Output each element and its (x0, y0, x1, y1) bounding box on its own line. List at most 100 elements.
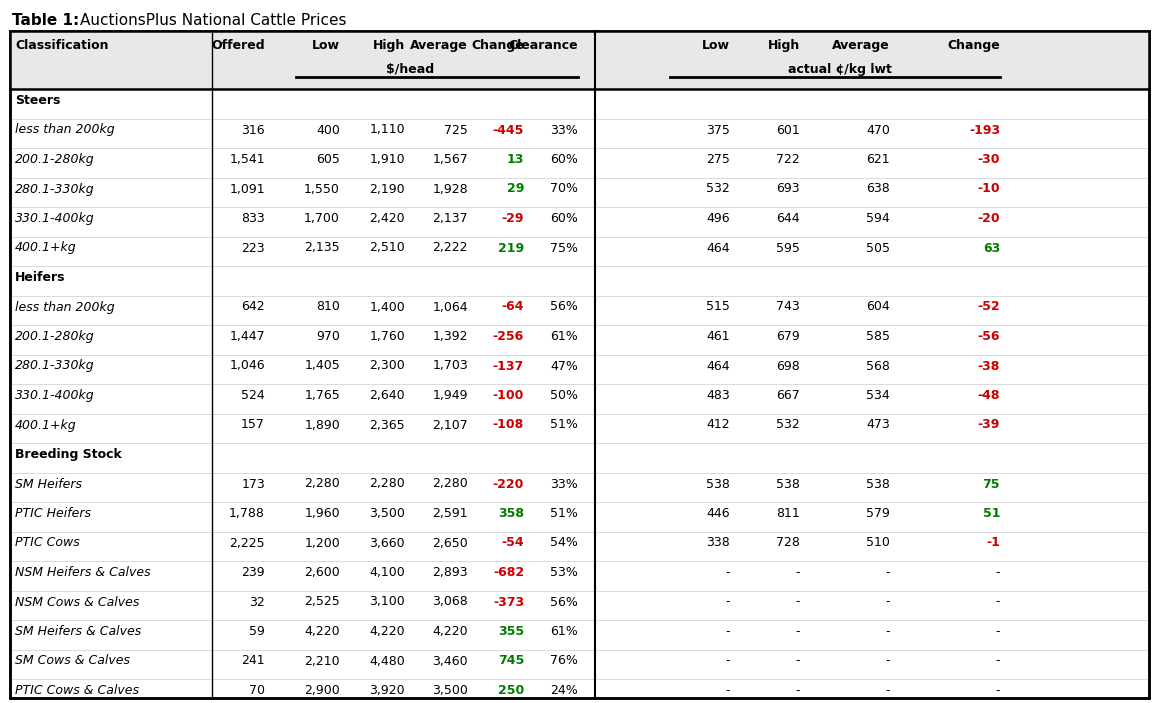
Text: 280.1-330kg: 280.1-330kg (15, 359, 95, 373)
Text: -: - (885, 625, 890, 638)
Text: 1,064: 1,064 (432, 300, 468, 314)
Text: actual ¢/kg lwt: actual ¢/kg lwt (788, 63, 892, 76)
Text: AuctionsPlus: AuctionsPlus (64, 591, 236, 615)
Text: 1,700: 1,700 (304, 212, 340, 225)
Text: 75%: 75% (551, 242, 578, 254)
Text: Change: Change (947, 39, 1000, 52)
Text: Low: Low (312, 39, 340, 52)
Text: 1,960: 1,960 (305, 507, 340, 520)
Text: AuctionsPlus: AuctionsPlus (334, 481, 506, 505)
Text: 2,525: 2,525 (305, 595, 340, 609)
Text: 316: 316 (241, 124, 265, 136)
Text: -: - (885, 684, 890, 697)
Text: 3,920: 3,920 (370, 684, 404, 697)
Text: -220: -220 (493, 477, 524, 491)
Text: 2,591: 2,591 (432, 507, 468, 520)
Text: 538: 538 (706, 477, 730, 491)
Text: 644: 644 (777, 212, 800, 225)
Text: 470: 470 (866, 124, 890, 136)
Text: AuctionsPlus: AuctionsPlus (874, 371, 1047, 395)
Text: AuctionsPlus: AuctionsPlus (874, 591, 1047, 615)
Text: 412: 412 (706, 418, 730, 432)
Text: 604: 604 (866, 300, 890, 314)
Text: 833: 833 (241, 212, 265, 225)
Text: 173: 173 (241, 477, 265, 491)
Text: -1: -1 (986, 536, 1000, 550)
Text: 2,365: 2,365 (370, 418, 404, 432)
Text: 1,400: 1,400 (370, 300, 404, 314)
Text: 2,137: 2,137 (432, 212, 468, 225)
Text: 70%: 70% (551, 183, 578, 195)
Text: 33%: 33% (551, 124, 578, 136)
Text: AuctionsPlus: AuctionsPlus (64, 371, 236, 395)
Text: 595: 595 (777, 242, 800, 254)
Text: 400.1+kg: 400.1+kg (15, 418, 76, 432)
Text: 667: 667 (777, 389, 800, 402)
Text: AuctionsPlus: AuctionsPlus (334, 261, 506, 285)
Text: 1,550: 1,550 (304, 183, 340, 195)
Text: 1,928: 1,928 (432, 183, 468, 195)
Text: 33%: 33% (551, 477, 578, 491)
Text: 2,280: 2,280 (305, 477, 340, 491)
Text: 970: 970 (316, 330, 340, 343)
Text: SM Cows & Calves: SM Cows & Calves (15, 654, 130, 668)
Text: -: - (885, 654, 890, 668)
Text: 621: 621 (867, 153, 890, 166)
Text: 47%: 47% (551, 359, 578, 373)
Text: AuctionsPlus: AuctionsPlus (64, 481, 236, 505)
Text: 446: 446 (706, 507, 730, 520)
Text: AuctionsPlus: AuctionsPlus (874, 481, 1047, 505)
Text: AuctionsPlus: AuctionsPlus (604, 481, 777, 505)
Text: 532: 532 (777, 418, 800, 432)
Text: -193: -193 (969, 124, 1000, 136)
Text: -: - (726, 654, 730, 668)
Text: Clearance: Clearance (509, 39, 578, 52)
Text: AuctionsPlus: AuctionsPlus (604, 371, 777, 395)
Text: 157: 157 (241, 418, 265, 432)
Text: 375: 375 (706, 124, 730, 136)
Text: 2,280: 2,280 (370, 477, 404, 491)
Text: 2,900: 2,900 (305, 684, 340, 697)
Text: 4,220: 4,220 (305, 625, 340, 638)
Text: 2,280: 2,280 (432, 477, 468, 491)
Text: 241: 241 (241, 654, 265, 668)
Text: 568: 568 (866, 359, 890, 373)
Text: 400.1+kg: 400.1+kg (15, 242, 76, 254)
Text: AuctionsPlus: AuctionsPlus (334, 591, 506, 615)
Text: Low: Low (702, 39, 730, 52)
Text: less than 200kg: less than 200kg (15, 300, 115, 314)
Text: 280.1-330kg: 280.1-330kg (15, 183, 95, 195)
Text: -373: -373 (493, 595, 524, 609)
Text: 60%: 60% (551, 212, 578, 225)
Text: 1,392: 1,392 (432, 330, 468, 343)
Text: 1,949: 1,949 (432, 389, 468, 402)
Text: 53%: 53% (551, 566, 578, 579)
Text: -: - (795, 684, 800, 697)
Text: Heifers: Heifers (15, 271, 66, 284)
Text: 75: 75 (983, 477, 1000, 491)
Text: Average: Average (410, 39, 468, 52)
Text: 601: 601 (777, 124, 800, 136)
Text: -30: -30 (977, 153, 1000, 166)
Text: 2,600: 2,600 (305, 566, 340, 579)
Text: 679: 679 (777, 330, 800, 343)
Text: 60%: 60% (551, 153, 578, 166)
Text: AuctionsPlus National Cattle Prices: AuctionsPlus National Cattle Prices (80, 13, 347, 28)
Text: AuctionsPlus: AuctionsPlus (64, 261, 236, 285)
Text: PTIC Cows & Calves: PTIC Cows & Calves (15, 684, 139, 697)
Text: AuctionsPlus: AuctionsPlus (604, 261, 777, 285)
Text: 725: 725 (444, 124, 468, 136)
Text: 2,210: 2,210 (305, 654, 340, 668)
Text: -54: -54 (502, 536, 524, 550)
Text: 722: 722 (777, 153, 800, 166)
Text: 2,300: 2,300 (370, 359, 404, 373)
Text: 1,890: 1,890 (305, 418, 340, 432)
Text: 330.1-400kg: 330.1-400kg (15, 212, 95, 225)
Text: 3,460: 3,460 (432, 654, 468, 668)
Text: 524: 524 (241, 389, 265, 402)
Text: 728: 728 (777, 536, 800, 550)
Text: 483: 483 (706, 389, 730, 402)
Text: 358: 358 (498, 507, 524, 520)
Text: 50%: 50% (551, 389, 578, 402)
Text: 2,420: 2,420 (370, 212, 404, 225)
